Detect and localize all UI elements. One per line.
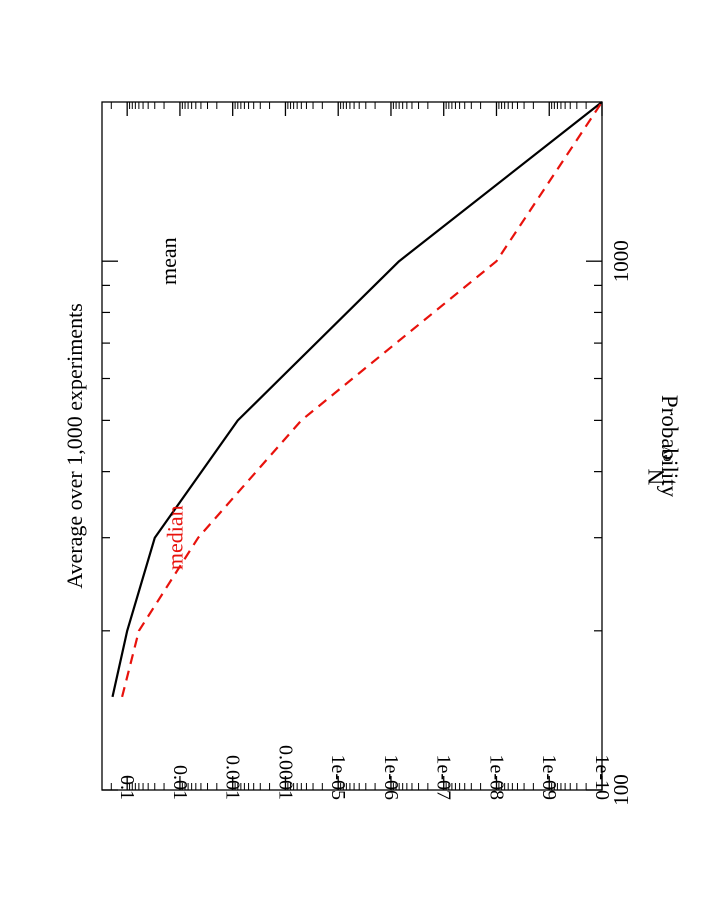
x-axis-label: N ev: [644, 446, 675, 485]
plot-frame: [101, 101, 603, 791]
axis-tick-labels: 100 1000 0.1 0.01 0.001 0.0001 1e-05 1e-06 1e-07…: [116, 240, 633, 806]
series-line-mean: [111, 101, 603, 698]
y-tick-label: 1e-10: [591, 754, 613, 800]
series-annotations: mean median: [156, 237, 188, 570]
axis-ticks: [102, 102, 603, 791]
y-axis-label: Probability: [657, 395, 682, 498]
x-tick-label: 100: [609, 774, 633, 806]
series-line-median: [121, 101, 603, 698]
plot-frame-group: [101, 101, 603, 791]
y-tick-label: 0.1: [116, 775, 138, 800]
y-tick-label: 1e-09: [538, 754, 560, 800]
y-tick-label: 1e-08: [485, 754, 507, 800]
chart-title: Average over 1,000 experiments: [62, 303, 87, 588]
y-tick-label: 0.01: [169, 765, 191, 800]
y-tick-label: 1e-06: [380, 754, 402, 800]
y-tick-label: 1e-05: [327, 754, 349, 800]
series-lines: [111, 101, 603, 698]
y-tick-label: 0.001: [222, 755, 244, 800]
y-tick-label: 0.0001: [274, 745, 296, 800]
x-axis-label-main: N: [644, 468, 669, 485]
annotation-median: median: [162, 505, 187, 570]
annotation-mean: mean: [156, 237, 181, 285]
y-tick-label: 1e-07: [433, 754, 455, 800]
x-axis-label-subscript: ev: [658, 446, 675, 461]
x-tick-label: 1000: [609, 240, 633, 282]
